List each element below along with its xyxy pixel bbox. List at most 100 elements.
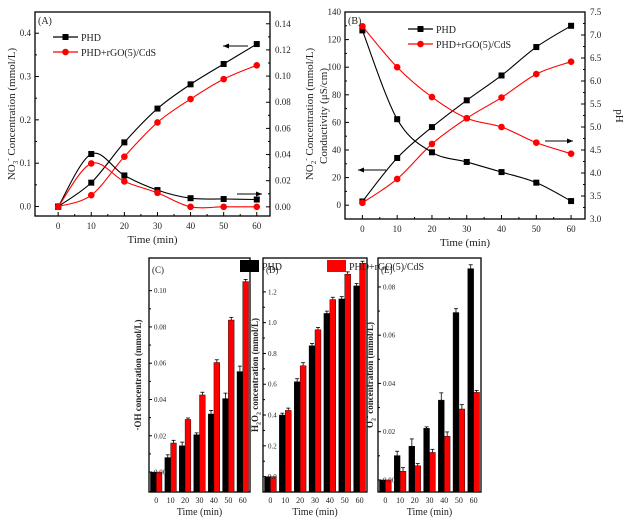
data-point [428,124,435,131]
y-left-tick-label: 120 [328,35,342,45]
data-point [568,198,575,205]
legend-marker [417,40,424,48]
y-axis-label: ·OH concentration (mmol/L) [133,320,143,431]
x-tick-label: 30 [462,224,472,234]
x-tick-label: 0 [268,496,272,505]
bar-phd-rgo-cds [213,362,220,493]
y-tick-label: 0.8 [268,350,277,358]
y-tick-label: 0.00 [154,469,167,477]
data-point [394,155,401,162]
bar-phd [452,312,460,493]
bar-phd-rgo-cds [329,299,337,493]
y-right-axis-label: pH [613,109,625,123]
panel-label: (D) [266,265,279,275]
bar-phd-rgo-cds [473,392,480,493]
x-axis-label: Time (min) [177,507,222,518]
data-point [121,139,128,146]
data-point [220,60,227,67]
y-tick-label: 0.0 [268,473,277,481]
y-label-main: O [365,421,375,428]
x-tick-label: 60 [239,496,247,505]
y-tick-label: 1.2 [268,288,277,296]
x-tick-label: 20 [296,496,304,505]
series-conductivity-phd-rgo-cds [359,58,575,207]
data-point [220,75,227,83]
y-right-tick-label: 3.0 [590,214,602,224]
x-tick-label: 60 [356,496,364,505]
y-left-tick-label: 60 [332,117,342,127]
panel-a-no3-no2-chart: 0 10 20 30 40 50 60 Time (min) 0.0 0.1 0.2 0.3 0.4 0.… [4,11,318,246]
y-right-tick-label: 7.0 [590,30,602,40]
x-tick-label: 30 [153,221,163,231]
bar-phd-rgo-cds [299,365,307,493]
data-point [359,27,366,34]
data-point [393,63,401,71]
series-line [362,61,572,204]
data-point [533,179,540,186]
data-point [121,178,128,185]
bar-phd-rgo-cds [270,476,277,493]
y-left-label-sub: 3 [12,160,20,164]
y-tick-label: 0.08 [383,283,396,291]
y-right-tick-label: 7.5 [590,7,602,17]
y-left-tick-label: 140 [328,7,342,17]
x-tick-label: 10 [393,224,403,234]
bar-phd-rgo-cds [414,465,421,493]
bar-phd [222,398,229,493]
x-tick-label: 20 [427,224,437,234]
series-line [57,152,257,208]
panel-b-conductivity-ph-chart: 0 10 20 30 40 50 60 Time (min) 0 20 40 60 80 100 120 14… [318,7,625,249]
bar-phd [308,345,316,493]
y-tick-label: 0.4 [268,412,277,420]
y-right-label-sup: - [302,158,310,161]
y-tick-label: 0.02 [383,428,396,436]
y-right-label-rest: Concentration (mmol/L) [304,48,316,159]
y-right-tick-label: 4.0 [590,168,602,178]
x-tick-label: 0 [56,221,61,231]
bar-phd-rgo-cds [458,408,466,493]
legend-label: PHD+rGO(5)/CdS [81,48,156,59]
y-left-tick-label: 0.4 [20,28,32,38]
data-point [498,94,505,101]
data-point [359,22,366,30]
bar-phd-rgo-cds [444,436,451,493]
data-point [428,140,436,148]
x-tick-label: 0 [383,496,387,505]
data-point [533,44,540,51]
data-point [87,160,95,167]
bar-phd [338,298,345,493]
y-tick-label: 0.04 [154,396,167,404]
y-left-tick-label: 0.0 [20,201,32,211]
x-tick-label: 60 [470,496,478,505]
data-point [359,199,366,207]
legend-swatch-phd [240,260,259,272]
arrow-left-axis-head [223,43,229,49]
y-left-tick-label: 0.1 [20,158,31,168]
panel-e-o2-bar-chart: 0 10 20 30 40 50 60 0.00 0.02 0.04 0.06 0.08 Time (m… [365,257,482,518]
y-axis-label: O2- concentration (mmol/L) [365,322,378,428]
x-axis-label: Time (min) [407,507,452,518]
bar-phd [323,313,331,493]
bar-phd-rgo-cds [199,394,206,493]
bar-phd-rgo-cds [385,479,392,493]
y-right-tick-label: 5.5 [590,99,602,109]
y-tick-label: 0.02 [154,432,167,440]
legend-marker [417,26,424,32]
arrow-right-axis-head [567,138,573,144]
y-label-mid: O [250,415,260,422]
x-tick-label: 10 [396,496,404,505]
bar-phd-rgo-cds [156,471,163,493]
y-tick-label: 1.0 [268,319,277,327]
y-left-label-rest: Concentration (mmol/L) [6,48,18,159]
data-point [154,119,161,126]
y-right-tick-label: 0.14 [275,19,291,29]
y-left-tick-label: 100 [328,62,342,72]
data-point [428,149,435,156]
y-right-label-sub: 2 [310,160,318,164]
data-point [121,172,128,179]
bar-phd-rgo-cds [429,452,436,493]
y-right-tick-label: 6.5 [590,53,602,63]
y-axis-label: H2O2 concentration (mmol/L) [250,318,263,432]
data-point [220,196,227,202]
